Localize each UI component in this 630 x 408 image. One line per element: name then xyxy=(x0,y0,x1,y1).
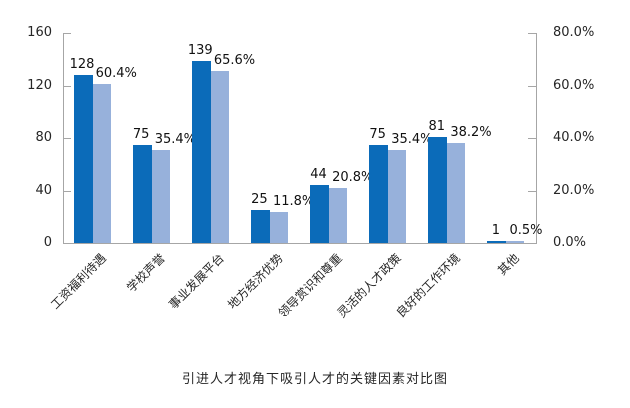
bar-percent-label: 38.2% xyxy=(450,124,492,140)
bar-percent-label: 11.8% xyxy=(272,194,315,210)
bar-count-label: 81 xyxy=(428,118,446,134)
bar-count-label: 44 xyxy=(310,167,327,183)
y-axis-left-tick-label: 0 xyxy=(43,235,52,250)
bar-primary xyxy=(310,185,330,243)
y-axis-right-tick xyxy=(528,33,536,34)
bar-secondary xyxy=(210,70,229,243)
bar-percent-label: 0.5% xyxy=(509,223,543,238)
y-axis-right-line xyxy=(536,33,537,243)
x-axis-category-label: 良好的工作环境 xyxy=(393,251,464,321)
x-axis-category-label: 地方经济优势 xyxy=(225,251,286,312)
y-axis-right-tick xyxy=(528,190,536,192)
bar-primary xyxy=(73,75,93,243)
bar-percent-label: 35.4% xyxy=(154,132,196,148)
y-axis-right-tick xyxy=(528,85,536,87)
y-axis-left-tick-label: 160 xyxy=(27,25,52,40)
bar-count-label: 1 xyxy=(491,223,501,238)
bar-primary xyxy=(487,241,507,243)
x-axis-line xyxy=(63,243,537,244)
chart-title: 引进人才视角下吸引人才的关键因素对比图 xyxy=(181,372,448,387)
bar-secondary xyxy=(447,142,466,243)
y-axis-left-tick xyxy=(63,33,71,34)
bar-count-label: 128 xyxy=(69,57,95,72)
y-axis-right-tick-label: 0.0% xyxy=(553,235,587,250)
bar-count-label: 25 xyxy=(251,192,268,208)
bar-primary xyxy=(250,210,270,243)
y-axis-right-tick-label: 20.0% xyxy=(553,182,595,198)
y-axis-right-tick xyxy=(528,138,536,139)
bar-secondary xyxy=(269,212,288,243)
bar-count-label: 75 xyxy=(132,126,150,142)
bar-secondary xyxy=(92,84,111,243)
bar-secondary xyxy=(329,188,348,243)
bar-secondary xyxy=(388,150,407,243)
y-axis-left-tick xyxy=(63,138,71,139)
y-axis-left-tick xyxy=(63,85,71,87)
y-axis-right-tick-label: 80.0% xyxy=(553,25,595,40)
y-axis-right-tick xyxy=(528,243,536,244)
bar-count-label: 75 xyxy=(369,126,386,142)
y-axis-left-tick-label: 80 xyxy=(35,130,52,145)
y-axis-left-tick xyxy=(63,190,71,192)
y-axis-left-tick-label: 120 xyxy=(27,77,52,93)
bar-percent-label: 60.4% xyxy=(95,66,137,82)
bar-count-label: 139 xyxy=(187,42,213,58)
x-axis-category-label: 事业发展平台 xyxy=(165,251,227,312)
y-axis-left-tick xyxy=(63,243,71,244)
bar-percent-label: 65.6% xyxy=(213,52,256,68)
y-axis-right-tick-label: 60.0% xyxy=(553,77,595,93)
bar-secondary xyxy=(151,150,170,243)
y-axis-right-tick-label: 40.0% xyxy=(553,130,595,145)
x-axis-category-label: 学校声誉 xyxy=(123,251,168,295)
x-axis-category-label: 其他 xyxy=(495,251,523,278)
bar-secondary xyxy=(506,241,525,243)
x-axis-category-label: 工资福利待遇 xyxy=(47,251,109,312)
bar-primary xyxy=(369,144,389,243)
bar-primary xyxy=(132,144,152,243)
bar-primary xyxy=(191,60,211,243)
y-axis-left-tick-label: 40 xyxy=(35,182,52,198)
bar-primary xyxy=(428,136,448,243)
bar-percent-label: 20.8% xyxy=(332,170,374,186)
bar-percent-label: 35.4% xyxy=(391,132,433,148)
